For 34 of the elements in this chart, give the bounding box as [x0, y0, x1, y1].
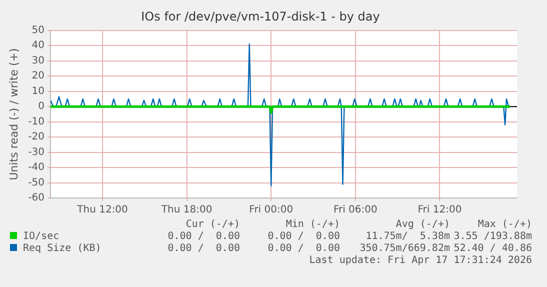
text: 11.75m/ 5.38m — [364, 231, 450, 243]
y-tick-label: -30 — [28, 146, 45, 158]
y-tick-label: 20 — [32, 70, 45, 82]
text: Last update: Fri Apr 17 17:31:24 2026 — [308, 255, 532, 267]
text: Cur (-/+) — [184, 219, 240, 231]
y-tick-label: 0 — [38, 101, 45, 112]
x-tick-label: Fri 00:00 — [249, 204, 294, 216]
text: 350.75m/669.82m — [358, 243, 450, 255]
text: 3.55 /193.88m — [452, 231, 532, 243]
y-tick-label: 10 — [32, 86, 45, 97]
y-tick-label: 50 — [32, 24, 45, 36]
x-tick-label: Thu 12:00 — [76, 204, 128, 216]
text: 52.40 / 40.86 — [452, 243, 532, 255]
y-tick-label: -50 — [28, 177, 45, 188]
y-tick-label: -10 — [28, 116, 45, 128]
text: Max (-/+) — [476, 219, 532, 231]
y-tick-label: 40 — [32, 40, 45, 52]
legend-label: Req Size (KB) — [22, 243, 102, 255]
text: 0.00 / 0.00 — [166, 243, 240, 255]
x-tick-label: Fri 06:00 — [333, 204, 378, 216]
y-tick-label: -20 — [28, 132, 45, 143]
x-tick-label: Fri 12:00 — [418, 204, 462, 216]
chart-title: IOs for /dev/pve/vm-107-disk-1 - by day — [141, 9, 380, 24]
text: 0.00 / 0.00 — [166, 231, 240, 243]
y-tick-label: -60 — [28, 192, 45, 204]
legend-label: IO/sec — [22, 231, 60, 243]
text: 0.00 / 0.00 — [266, 231, 340, 243]
y-tick-label: 30 — [32, 55, 45, 66]
y-axis-title: Units read (-) / write (+) — [7, 48, 20, 180]
text: 0.00 / 0.00 — [266, 243, 340, 255]
text: Avg (-/+) — [394, 219, 450, 231]
text: Min (-/+) — [284, 219, 340, 231]
y-tick-label: -40 — [28, 162, 45, 174]
x-tick-label: Thu 18:00 — [160, 204, 212, 216]
